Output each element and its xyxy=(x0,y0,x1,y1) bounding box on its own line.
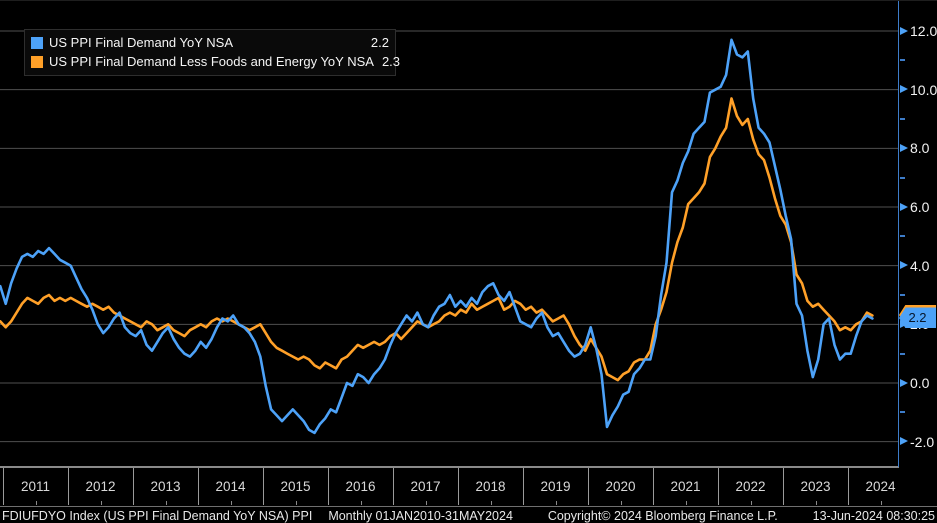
year-tick xyxy=(198,468,199,505)
y-axis-label: -2.0 xyxy=(910,433,935,450)
ppi-core-line xyxy=(0,97,874,382)
year-tick xyxy=(848,468,849,505)
year-tick xyxy=(3,468,4,505)
year-label: 2017 xyxy=(410,479,441,494)
blue-series-swatch-icon xyxy=(31,36,43,49)
y-tick-arrow-icon xyxy=(900,378,908,387)
orange-series-swatch-icon xyxy=(31,55,43,68)
year-label: 2012 xyxy=(85,479,116,494)
copyright-text: Copyright© 2024 Bloomberg Finance L.P. xyxy=(547,508,778,523)
y-minor-tick xyxy=(900,352,905,355)
y-axis-label: 8.0 xyxy=(910,140,930,157)
midyear-minor-tick xyxy=(100,501,102,505)
year-label: 2014 xyxy=(215,479,246,494)
midyear-minor-tick xyxy=(295,501,297,505)
y-axis-label: 12.0 xyxy=(910,23,937,39)
midyear-minor-tick xyxy=(880,501,882,505)
year-tick xyxy=(588,468,589,505)
year-tick xyxy=(523,468,524,505)
y-axis[interactable]: 12.010.08.06.04.02.00.0-2.0 xyxy=(898,1,937,467)
year-tick xyxy=(328,468,329,505)
x-axis[interactable]: 2011 2012 2013 2014 2015 2016 2017 2018 2019 2020… xyxy=(0,467,937,506)
legend-last-value: 2.2 xyxy=(370,35,389,50)
y-axis-label: 10.0 xyxy=(910,81,937,98)
x-axis-line xyxy=(0,467,899,468)
chart-canvas[interactable] xyxy=(0,1,898,467)
year-label: 2019 xyxy=(540,479,571,494)
y-tick-arrow-icon xyxy=(900,143,908,152)
y-tick-arrow-icon xyxy=(900,85,908,94)
ppi-final-demand-line xyxy=(0,38,874,435)
y-minor-tick xyxy=(900,118,905,120)
year-tick xyxy=(393,468,394,505)
year-tick xyxy=(68,468,69,505)
midyear-minor-tick xyxy=(360,501,362,505)
security-description: FDIUFDYO Index (US PPI Final Demand YoY … xyxy=(2,508,313,523)
year-label: 2020 xyxy=(605,479,636,494)
midyear-minor-tick xyxy=(555,501,557,505)
midyear-minor-tick xyxy=(620,501,622,505)
year-tick xyxy=(718,468,719,505)
y-axis-label: 4.0 xyxy=(910,257,930,274)
year-label: 2016 xyxy=(345,479,376,494)
chart-plot-area[interactable]: 12.010.08.06.04.02.00.0-2.0 2.3 2.2 US P… xyxy=(0,1,937,467)
y-tick-arrow-icon xyxy=(900,202,908,211)
year-label: 2011 xyxy=(20,479,51,494)
last-value-badge-main: 2.2 xyxy=(899,307,936,329)
year-label: 2022 xyxy=(735,479,766,494)
year-label: 2023 xyxy=(800,479,831,494)
year-label: 2018 xyxy=(475,479,506,494)
year-label: 2013 xyxy=(150,479,181,494)
year-tick xyxy=(133,468,134,505)
midyear-minor-tick xyxy=(490,501,492,505)
midyear-minor-tick xyxy=(165,501,167,505)
y-axis-label: 6.0 xyxy=(910,199,930,215)
legend-last-value: 2.3 xyxy=(381,54,401,69)
year-tick xyxy=(458,468,459,505)
midyear-minor-tick xyxy=(750,501,752,505)
legend-row-core-ppi[interactable]: US PPI Final Demand Less Foods and Energ… xyxy=(31,52,400,71)
year-tick xyxy=(783,468,784,505)
year-tick xyxy=(263,468,264,505)
year-label: 2024 xyxy=(865,479,896,494)
y-axis-label: 0.0 xyxy=(910,375,930,391)
year-label: 2015 xyxy=(280,479,311,494)
y-minor-tick xyxy=(900,294,905,296)
y-minor-tick xyxy=(900,235,905,238)
midyear-minor-tick xyxy=(35,501,37,505)
timestamp: 13-Jun-2024 08:30:25 xyxy=(812,508,935,523)
y-tick-arrow-icon xyxy=(900,261,908,270)
midyear-minor-tick xyxy=(425,501,427,505)
legend: US PPI Final Demand YoY NSA 2.2 US PPI F… xyxy=(24,29,400,76)
y-minor-tick xyxy=(900,411,905,414)
midyear-minor-tick xyxy=(815,501,817,505)
midyear-minor-tick xyxy=(230,501,232,505)
legend-label: US PPI Final Demand YoY NSA xyxy=(49,35,234,50)
legend-row-ppi[interactable]: US PPI Final Demand YoY NSA 2.2 xyxy=(31,33,389,52)
year-label: 2021 xyxy=(670,479,701,494)
status-bar: FDIUFDYO Index (US PPI Final Demand YoY … xyxy=(0,506,937,523)
period-range: Monthly 01JAN2010-31MAY2024 xyxy=(328,508,513,523)
year-tick xyxy=(653,468,654,505)
y-minor-tick xyxy=(900,176,905,179)
y-minor-tick xyxy=(900,59,905,62)
y-tick-arrow-icon xyxy=(900,26,908,35)
legend-label: US PPI Final Demand Less Foods and Energ… xyxy=(49,54,374,69)
y-tick-arrow-icon xyxy=(900,437,908,446)
midyear-minor-tick xyxy=(685,501,687,505)
